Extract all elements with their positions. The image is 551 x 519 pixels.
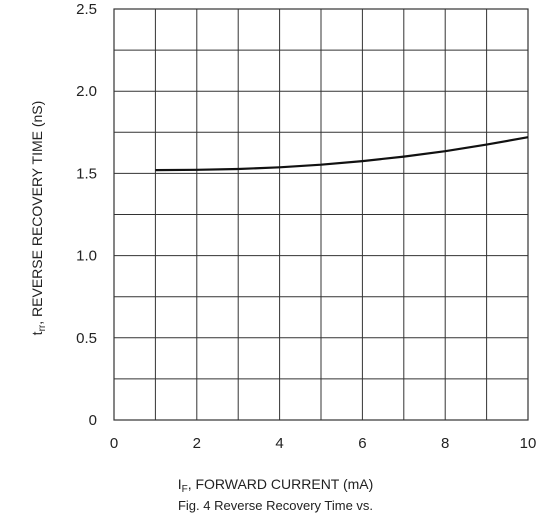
- y-tick-label: 2.0: [76, 83, 97, 100]
- y-tick-label: 1.5: [76, 165, 97, 182]
- series-layer: [155, 136, 529, 172]
- x-tick-label: 8: [441, 435, 449, 452]
- x-tick-label: 10: [520, 435, 537, 452]
- y-axis-label-main: t: [29, 331, 45, 335]
- tick-labels: 0 2 4 6 8 10 0 0.5 1.0 1.5 2.0 2.5: [76, 1, 536, 452]
- y-tick-label: 0: [89, 412, 97, 429]
- y-axis-label: trr, REVERSE RECOVERY TIME (nS): [29, 101, 48, 336]
- x-tick-label: 4: [275, 435, 283, 452]
- y-tick-label: 0.5: [76, 330, 97, 347]
- series-line: [155, 136, 529, 172]
- y-axis-label-sub: rr: [37, 324, 48, 331]
- y-tick-label: 1.0: [76, 248, 97, 265]
- x-tick-label: 6: [358, 435, 366, 452]
- y-tick-label: 2.5: [76, 1, 97, 18]
- y-axis-label-rest: , REVERSE RECOVERY TIME (nS): [29, 101, 45, 325]
- x-tick-label: 2: [193, 435, 201, 452]
- x-axis-label-sub: F: [181, 484, 188, 495]
- x-axis-label-rest: , FORWARD CURRENT (mA): [187, 476, 374, 492]
- plot-frame: [113, 8, 529, 421]
- grid: [113, 8, 529, 421]
- x-axis-label: IF, FORWARD CURRENT (mA): [0, 476, 551, 495]
- x-tick-label: 0: [110, 435, 118, 452]
- x-axis-label-main: I: [177, 476, 182, 492]
- figure-caption: Fig. 4 Reverse Recovery Time vs.: [177, 498, 374, 513]
